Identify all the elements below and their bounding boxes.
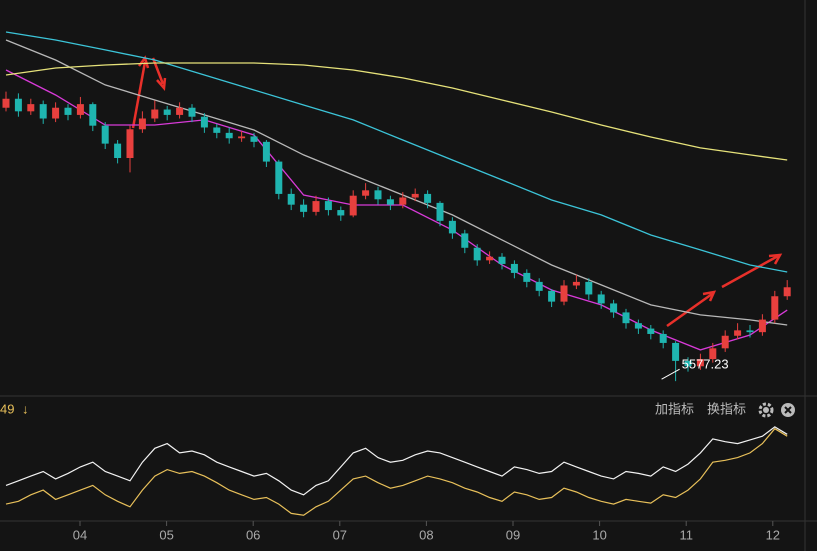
candle-body — [436, 202, 444, 221]
candle-body — [101, 125, 109, 144]
arrow-head — [156, 77, 167, 91]
x-tick-label: 12 — [766, 527, 780, 542]
candle-body — [176, 107, 184, 115]
x-tick-label: 04 — [73, 527, 87, 542]
indicator-line — [5, 427, 788, 516]
candle-body — [461, 233, 469, 248]
settings-icon[interactable] — [758, 402, 774, 418]
x-tick-label: 06 — [246, 527, 260, 542]
close-x — [784, 406, 792, 414]
candle-body — [572, 281, 580, 286]
x-tick-label: 08 — [419, 527, 433, 542]
low-pointer — [661, 368, 680, 380]
candle-body — [386, 199, 394, 205]
candle-body — [548, 290, 556, 302]
candle-body — [448, 220, 456, 234]
low-label: 5577.23 — [682, 357, 729, 372]
candle-body — [510, 263, 518, 273]
candle-body — [52, 107, 60, 119]
candle-body — [151, 109, 159, 119]
candle-body — [262, 141, 270, 162]
candle-body — [411, 193, 419, 198]
candle-body — [783, 287, 791, 297]
candle-body — [89, 104, 97, 126]
moving-average — [5, 31, 788, 273]
candle-body — [300, 204, 308, 212]
candle-body — [163, 109, 171, 115]
indicator-value: 49 — [0, 401, 14, 416]
x-tick-label: 11 — [679, 527, 693, 542]
candle-body — [238, 136, 246, 139]
candle-body — [523, 272, 531, 282]
candle-body — [39, 104, 47, 119]
candle-body — [622, 312, 630, 324]
candle-body — [76, 104, 84, 115]
candle-body — [337, 210, 345, 216]
candle-body — [64, 107, 72, 115]
arrow-head — [768, 253, 783, 265]
candle-body — [14, 98, 22, 112]
candle-body — [597, 294, 605, 304]
candle-body — [374, 190, 382, 200]
candle-body — [721, 335, 729, 349]
add-indicator-button[interactable]: 加指标 — [655, 401, 694, 416]
candle-body — [610, 303, 618, 313]
candle-body — [585, 281, 593, 295]
gear-core — [763, 407, 769, 413]
gear — [758, 402, 774, 418]
candle-body — [684, 360, 692, 367]
candle-body — [2, 98, 10, 108]
candle-body — [399, 197, 407, 205]
candle-body — [213, 127, 221, 133]
candle-body — [138, 118, 146, 130]
arrow — [151, 57, 165, 85]
candle-body — [647, 328, 655, 334]
candle-body — [659, 333, 667, 343]
arrow — [666, 292, 713, 328]
switch-indicator-button[interactable]: 换指标 — [707, 401, 746, 416]
candle-body — [114, 143, 122, 158]
candle-body — [27, 104, 35, 112]
candle-body — [424, 193, 432, 203]
x-tick-label: 09 — [506, 527, 520, 542]
candle-body — [473, 247, 481, 261]
candle-body — [709, 348, 717, 360]
x-tick-label: 10 — [592, 527, 606, 542]
candle-body — [275, 161, 283, 194]
candle-body — [758, 319, 766, 333]
arrow — [721, 254, 779, 289]
candle-body — [560, 285, 568, 302]
candle-body — [126, 129, 134, 158]
indicator-line — [5, 426, 788, 496]
x-tick-label: 07 — [333, 527, 347, 542]
candle-body — [498, 256, 506, 264]
moving-average — [5, 62, 788, 161]
candle-body — [312, 201, 320, 212]
candle-body — [696, 359, 704, 367]
candle-body — [634, 323, 642, 329]
candle-body — [746, 330, 754, 333]
arrow-head — [702, 290, 717, 302]
indicator-arrow: ↓ — [22, 401, 29, 416]
candle-body — [225, 132, 233, 139]
candle-body — [672, 342, 680, 361]
candle-body — [200, 116, 208, 128]
candle-body — [287, 193, 295, 205]
candle-body — [771, 296, 779, 320]
close-icon[interactable] — [781, 403, 795, 417]
candle-body — [486, 256, 494, 261]
candle-body — [362, 190, 370, 196]
candle-body — [349, 195, 357, 216]
candle-body — [324, 201, 332, 211]
candle-body — [188, 107, 196, 117]
candle-body — [250, 136, 258, 142]
candle-body — [535, 281, 543, 291]
candle-body — [734, 330, 742, 336]
x-tick-label: 05 — [159, 527, 173, 542]
